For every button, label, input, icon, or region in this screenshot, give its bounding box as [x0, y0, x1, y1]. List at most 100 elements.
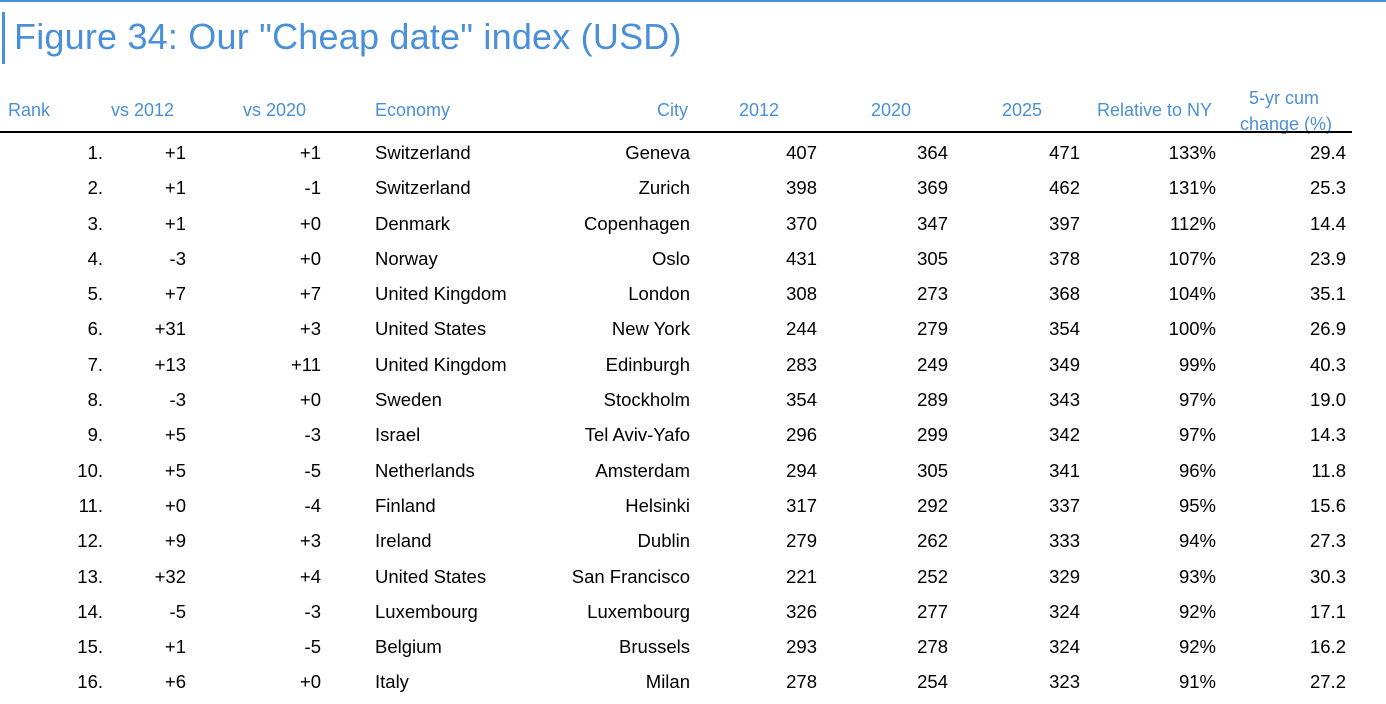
cell-vs-2012: +6 — [164, 671, 186, 693]
cell-vs-2020: +7 — [299, 283, 321, 305]
table-row: 1. +1 +1 Switzerland Geneva 407 364 471 133% 29.4 — [0, 134, 1386, 169]
cell-2025: 323 — [1049, 671, 1080, 693]
cell-vs-2020: +11 — [290, 353, 321, 375]
cell-economy: Switzerland — [375, 142, 471, 163]
cell-2012: 296 — [786, 424, 817, 446]
cell-economy: Netherlands — [375, 459, 475, 481]
cell-vs-2020: -3 — [304, 600, 321, 622]
cell-economy: Norway — [375, 247, 438, 269]
cell-relative-to-ny: 104% — [1168, 283, 1216, 305]
cell-2025: 462 — [1049, 177, 1080, 199]
cell-vs-2012: +9 — [164, 530, 186, 552]
cell-2020: 277 — [917, 600, 948, 622]
figure-header: Figure 34: Our "Cheap date" index (USD) — [0, 0, 1386, 66]
table-header: Rank vs 2012 vs 2020 Economy City 2012 2… — [0, 84, 1386, 134]
cell-2012: 370 — [786, 212, 817, 234]
cell-city: New York — [611, 318, 690, 340]
cell-2025: 368 — [1049, 283, 1080, 305]
cell-vs-2020: +0 — [299, 389, 321, 411]
cell-city: Edinburgh — [605, 353, 690, 375]
cell-relative-to-ny: 96% — [1178, 459, 1216, 481]
cell-city: Dublin — [637, 530, 690, 552]
cell-2020: 249 — [917, 353, 948, 375]
cell-rank: 13. — [77, 565, 103, 587]
cell-economy: United Kingdom — [375, 283, 507, 305]
cell-city: Amsterdam — [595, 459, 690, 481]
table-row: 2. +1 -1 Switzerland Zurich 398 369 462 131% 25.3 — [0, 169, 1386, 204]
cell-2025: 343 — [1049, 389, 1080, 411]
cell-2025: 329 — [1049, 565, 1080, 587]
cell-2020: 369 — [917, 177, 948, 199]
cell-cum-change: 29.4 — [1309, 142, 1346, 163]
cell-2020: 278 — [917, 636, 948, 658]
cell-2025: 342 — [1049, 424, 1080, 446]
cell-relative-to-ny: 99% — [1178, 353, 1216, 375]
cell-cum-change: 23.9 — [1309, 247, 1346, 269]
header-2012: 2012 — [739, 100, 780, 120]
table-row: 14. -5 -3 Luxembourg Luxembourg 326 277 324 92% 1… — [0, 593, 1386, 628]
cell-city: Milan — [645, 671, 690, 693]
cell-cum-change: 16.2 — [1309, 636, 1346, 658]
cell-cum-change: 27.3 — [1309, 530, 1346, 552]
cell-city: London — [628, 283, 690, 305]
header-cum-line1: 5-yr cum — [1249, 88, 1320, 108]
cell-2025: 349 — [1049, 353, 1080, 375]
cell-relative-to-ny: 112% — [1170, 212, 1216, 234]
cell-relative-to-ny: 107% — [1168, 247, 1216, 269]
header-economy: Economy — [375, 100, 451, 120]
cell-city: Oslo — [651, 247, 690, 269]
cell-vs-2020: -1 — [304, 177, 321, 199]
cell-vs-2012: +13 — [154, 353, 186, 375]
cell-2012: 407 — [786, 142, 817, 163]
cell-economy: Switzerland — [375, 177, 471, 199]
cell-vs-2012: -3 — [169, 389, 186, 411]
cell-rank: 16. — [77, 671, 103, 693]
cell-rank: 15. — [77, 636, 103, 658]
cell-economy: Israel — [375, 424, 421, 446]
cell-cum-change: 11.8 — [1311, 459, 1346, 481]
header-vs-2020: vs 2020 — [243, 100, 307, 120]
cell-rank: 6. — [87, 318, 103, 340]
cell-relative-to-ny: 91% — [1178, 671, 1216, 693]
cell-relative-to-ny: 97% — [1178, 424, 1216, 446]
cell-city: Copenhagen — [584, 212, 690, 234]
cell-2025: 354 — [1049, 318, 1080, 340]
cell-rank: 14. — [77, 600, 103, 622]
cell-cum-change: 30.3 — [1309, 565, 1346, 587]
cell-vs-2012: +1 — [164, 177, 186, 199]
cell-cum-change: 14.3 — [1309, 424, 1346, 446]
cell-relative-to-ny: 93% — [1178, 565, 1216, 587]
cell-vs-2020: -5 — [304, 459, 321, 481]
table-row: 11. +0 -4 Finland Helsinki 317 292 337 95% 15.6 — [0, 487, 1386, 522]
cell-relative-to-ny: 92% — [1178, 636, 1216, 658]
cell-2012: 278 — [786, 671, 817, 693]
cell-relative-to-ny: 95% — [1178, 494, 1216, 516]
cell-economy: Denmark — [375, 212, 451, 234]
table-row: 4. -3 +0 Norway Oslo 431 305 378 107% 23.9 — [0, 240, 1386, 275]
cell-rank: 9. — [87, 424, 103, 446]
cell-2012: 293 — [786, 636, 817, 658]
cell-2020: 254 — [917, 671, 948, 693]
table-row: 10. +5 -5 Netherlands Amsterdam 294 305 341 96% 1… — [0, 452, 1386, 487]
cell-relative-to-ny: 100% — [1168, 318, 1216, 340]
cell-2020: 305 — [917, 459, 948, 481]
cell-rank: 5. — [87, 283, 103, 305]
cell-2012: 221 — [786, 565, 817, 587]
header-2020: 2020 — [871, 100, 912, 120]
cell-rank: 11. — [78, 494, 103, 516]
cell-vs-2012: -3 — [169, 247, 186, 269]
cell-city: San Francisco — [571, 565, 690, 587]
cell-cum-change: 15.6 — [1309, 494, 1346, 516]
cell-2020: 262 — [917, 530, 948, 552]
cell-cum-change: 27.2 — [1309, 671, 1346, 693]
cell-relative-to-ny: 133% — [1168, 142, 1216, 163]
cell-2025: 324 — [1049, 636, 1080, 658]
cell-economy: United Kingdom — [375, 353, 507, 375]
cell-vs-2012: +7 — [164, 283, 186, 305]
table-row: 6. +31 +3 United States New York 244 279 354 100… — [0, 310, 1386, 345]
cell-2012: 294 — [786, 459, 817, 481]
cell-rank: 1. — [87, 142, 103, 163]
cell-2020: 252 — [917, 565, 948, 587]
header-2025: 2025 — [1002, 100, 1043, 120]
cell-vs-2012: +31 — [154, 318, 186, 340]
